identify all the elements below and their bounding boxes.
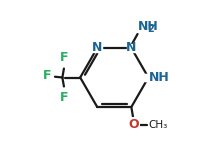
Text: F: F [43,69,51,82]
Text: NH: NH [138,20,159,33]
Text: 2: 2 [147,24,154,34]
Text: CH₃: CH₃ [148,120,168,130]
Text: N: N [92,42,102,54]
Text: N: N [126,42,136,54]
Text: NH: NH [149,71,170,84]
Text: O: O [128,118,139,131]
Bar [144,74,153,81]
Text: F: F [60,51,68,64]
Bar [145,74,159,81]
Bar [127,44,136,52]
Text: F: F [60,91,68,104]
Bar [93,44,102,52]
